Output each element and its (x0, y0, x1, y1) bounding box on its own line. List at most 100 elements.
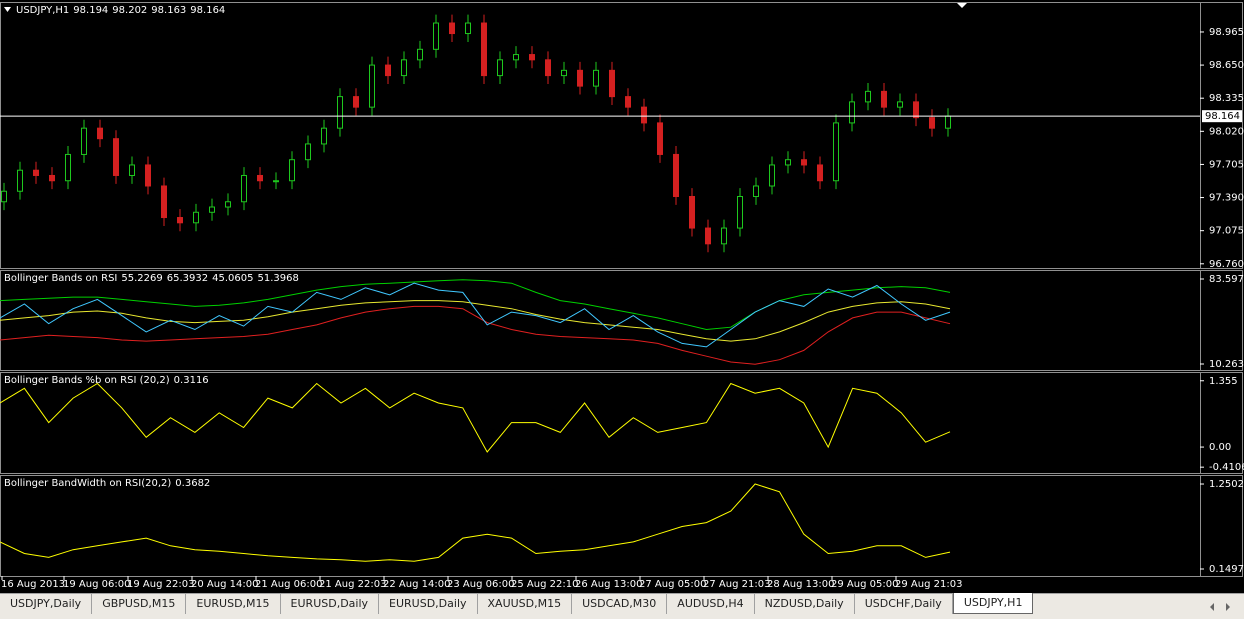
candle-body (33, 169, 39, 176)
y-tick-label: 96.760 (1209, 259, 1244, 270)
candle-body (97, 127, 103, 140)
candle-body (753, 185, 759, 198)
panel-frame (0, 372, 1243, 474)
candle-body (337, 96, 343, 129)
x-tick-label: 27 Aug 21:03 (703, 579, 770, 590)
panel-title-name: USDJPY,H1 (16, 5, 69, 16)
chart-tab[interactable]: GBPUSD,M15 (92, 594, 187, 614)
candle-body (513, 54, 519, 61)
tab-bar: USDJPY,Daily GBPUSD,M15 EURUSD,M15 EURUSD,D… (0, 593, 1244, 619)
panel-title: USDJPY,H1 98.194 98.202 98.163 98.164 (16, 5, 225, 16)
y-tick-label: 97.075 (1209, 226, 1244, 237)
y-tick-label: 10.2639 (1209, 359, 1244, 370)
candle-body (401, 59, 407, 77)
candle-body (193, 211, 199, 224)
chart-tab[interactable]: EURUSD,Daily (379, 594, 478, 614)
candle-body (433, 22, 439, 50)
menu-triangle[interactable] (4, 7, 11, 12)
candle-body (1, 190, 7, 203)
x-tick-label: 19 Aug 06:00 (63, 579, 130, 590)
y-tick-label: 0.1497 (1209, 564, 1244, 575)
indicator-line (0, 279, 951, 331)
panel-title-name: Bollinger Bands %b on RSI (20,2) (4, 375, 170, 386)
panel-title-value: 98.194 (73, 5, 108, 16)
x-tick-label: 20 Aug 14:00 (191, 579, 258, 590)
chart-tab[interactable]: USDJPY,Daily (0, 594, 93, 614)
candle-body (849, 101, 855, 124)
candle-body (113, 138, 119, 176)
candle-body (769, 164, 775, 187)
y-tick-label: 1.2502 (1209, 479, 1244, 490)
panel-frame (0, 270, 1243, 371)
candle-body (241, 174, 247, 203)
tab-scroll[interactable] (1200, 597, 1240, 617)
candle-body (929, 117, 935, 129)
candle-body (945, 115, 951, 129)
candle-body (449, 22, 455, 35)
panel-title-value: 45.0605 (212, 273, 253, 284)
panel-frame (0, 475, 1243, 577)
y-tick-label: 98.650 (1209, 60, 1244, 71)
panel-title-value: 98.163 (151, 5, 186, 16)
candle-body (465, 22, 471, 35)
candle-body (737, 196, 743, 229)
candle-body (145, 164, 151, 187)
candle-body (721, 227, 727, 245)
candle-body (289, 159, 295, 182)
y-tick-label: 98.335 (1209, 93, 1244, 104)
scroll-right[interactable] (1226, 603, 1230, 611)
candle-body (81, 127, 87, 155)
x-tick-label: 23 Aug 06:00 (447, 579, 514, 590)
panel-title: Bollinger BandWidth on RSI(20,2) 0.3682 (4, 478, 210, 489)
chart-tab[interactable]: USDCAD,M30 (572, 594, 668, 614)
x-tick-label: 26 Aug 13:00 (575, 579, 642, 590)
y-tick-label: 83.5973 (1209, 274, 1244, 285)
candle-body (817, 164, 823, 182)
chart-tab[interactable]: EURUSD,M15 (186, 594, 281, 614)
panel-title-value: 98.202 (112, 5, 147, 16)
candle-body (209, 206, 215, 213)
x-tick-label: 21 Aug 06:00 (255, 579, 322, 590)
panel-title: Bollinger Bands on RSI 55.2269 65.3932 45.0… (4, 273, 299, 284)
chart-tab[interactable]: XAUUSD,M15 (478, 594, 573, 614)
y-tick-label: 0.00 (1209, 442, 1231, 453)
candle-body (673, 153, 679, 198)
candle-body (273, 180, 279, 183)
panel-title-value: 98.164 (190, 5, 225, 16)
indicator-line (0, 382, 951, 453)
candle-body (481, 22, 487, 77)
candle-body (65, 153, 71, 182)
candle-body (177, 217, 183, 224)
candle-body (705, 227, 711, 245)
candle-body (353, 96, 359, 108)
candle-body (305, 143, 311, 161)
scroll-left[interactable] (1210, 603, 1214, 611)
candle-body (49, 174, 55, 182)
y-tick-label: 98.965 (1209, 27, 1244, 38)
candle-body (833, 122, 839, 182)
candle-body (785, 159, 791, 166)
y-tick-label: 98.020 (1209, 126, 1244, 137)
panel-title-name: Bollinger BandWidth on RSI(20,2) (4, 478, 171, 489)
x-tick-label: 29 Aug 05:00 (831, 579, 898, 590)
x-tick-label: 22 Aug 14:00 (383, 579, 450, 590)
candle-body (545, 59, 551, 77)
chart-tab[interactable]: AUDUSD,H4 (667, 594, 755, 614)
y-tick-label: 97.390 (1209, 193, 1244, 204)
chart-tab[interactable]: EURUSD,Daily (281, 594, 380, 614)
chart-window: 98.965 98.650 98.335 98.020 97.705 97.390 97.0… (0, 2, 1244, 590)
candle-body (385, 64, 391, 77)
candle-body (497, 59, 503, 77)
price-label-box (1202, 110, 1242, 123)
candle-body (897, 101, 903, 108)
y-tick-label: -0.4106 (1209, 462, 1244, 473)
chart-tab[interactable]: USDJPY,H1 (952, 593, 1034, 614)
chart-tab[interactable]: USDCHF,Daily (855, 594, 953, 614)
y-tick-label: 1.355 (1209, 376, 1238, 387)
panel-title-value: 65.3932 (167, 273, 208, 284)
chart-tab[interactable]: NZDUSD,Daily (755, 594, 855, 614)
candle-body (577, 69, 583, 87)
candle-body (689, 196, 695, 229)
panel-title-value: 0.3682 (175, 478, 210, 489)
